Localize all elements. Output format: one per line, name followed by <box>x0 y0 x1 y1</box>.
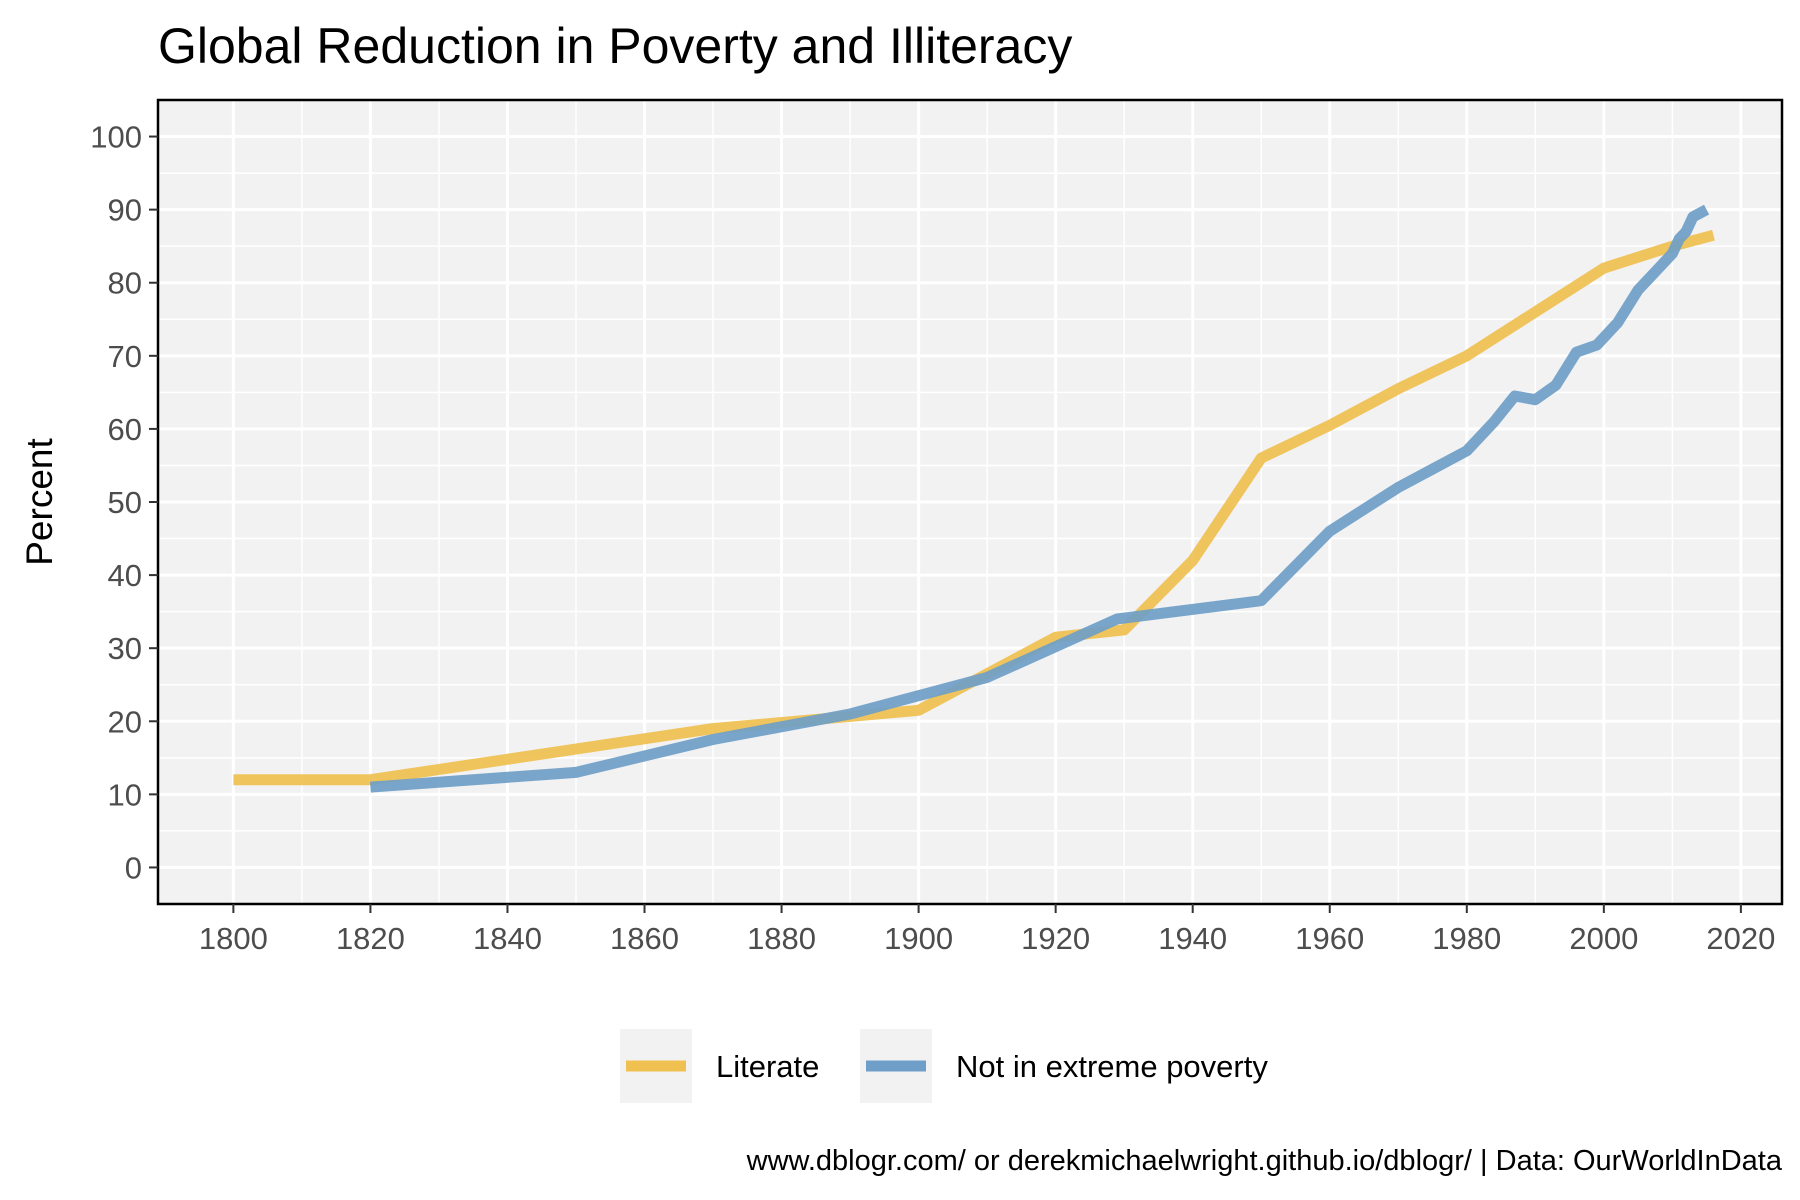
chart-title: Global Reduction in Poverty and Illitera… <box>158 18 1072 74</box>
x-tick-label: 1800 <box>199 921 268 956</box>
legend: Literate Not in extreme poverty <box>620 1029 1268 1103</box>
y-tick-label: 20 <box>108 704 142 739</box>
x-tick-label: 1820 <box>336 921 405 956</box>
x-tick-label: 1900 <box>884 921 953 956</box>
caption: www.dblogr.com/ or derekmichaelwright.gi… <box>746 1145 1783 1177</box>
x-tick-label: 1940 <box>1158 921 1227 956</box>
y-tick-label: 50 <box>108 485 142 520</box>
y-tick-label: 0 <box>125 850 142 885</box>
x-tick-label: 1960 <box>1295 921 1364 956</box>
series-layer <box>233 204 1715 793</box>
y-tick-label: 60 <box>108 412 142 447</box>
y-tick-label: 10 <box>108 777 142 812</box>
x-tick-label: 1980 <box>1432 921 1501 956</box>
legend-label-not-in-extreme-poverty: Not in extreme poverty <box>956 1049 1268 1084</box>
axis-layer: 1800 1820 1840 1860 1880 1900 1920 1940 1960 1980… <box>90 120 1775 956</box>
grid-layer <box>158 100 1782 904</box>
x-tick-label: 1840 <box>473 921 542 956</box>
x-tick-label: 2000 <box>1569 921 1638 956</box>
x-tick-label: 1860 <box>610 921 679 956</box>
y-tick-label: 100 <box>90 120 142 155</box>
y-tick-label: 30 <box>108 631 142 666</box>
series-line-not-in-extreme-poverty <box>370 204 1710 793</box>
y-axis-title: Percent <box>19 438 60 566</box>
y-tick-label: 40 <box>108 558 142 593</box>
x-tick-label: 1880 <box>747 921 816 956</box>
x-tick-label: 2020 <box>1706 921 1775 956</box>
y-tick-label: 70 <box>108 339 142 374</box>
legend-label-literate: Literate <box>716 1049 819 1084</box>
y-tick-label: 90 <box>108 193 142 228</box>
y-tick-label: 80 <box>108 266 142 301</box>
x-tick-label: 1920 <box>1021 921 1090 956</box>
